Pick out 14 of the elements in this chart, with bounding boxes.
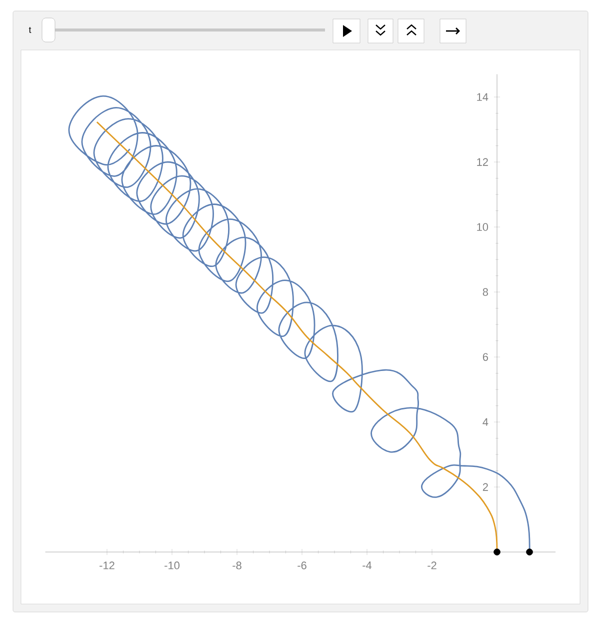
y-tick-label: 6 — [482, 353, 488, 361]
x-tick-label: -6 — [298, 562, 306, 570]
text: t — [28, 27, 32, 33]
x-tick-label: -2 — [428, 562, 436, 570]
y-tick-label: 8 — [482, 288, 488, 296]
y-tick-label: 12 — [477, 158, 488, 166]
x-tick-label: -10 — [164, 562, 180, 570]
y-tick-label: 2 — [482, 483, 488, 491]
y-tick-label: 10 — [477, 223, 488, 231]
x-tick-label: -4 — [362, 562, 372, 570]
x-tick-label: -8 — [232, 562, 242, 570]
x-tick-label: -12 — [100, 562, 114, 570]
y-tick-label: 14 — [477, 93, 488, 101]
y-tick-label: 4 — [482, 418, 488, 426]
